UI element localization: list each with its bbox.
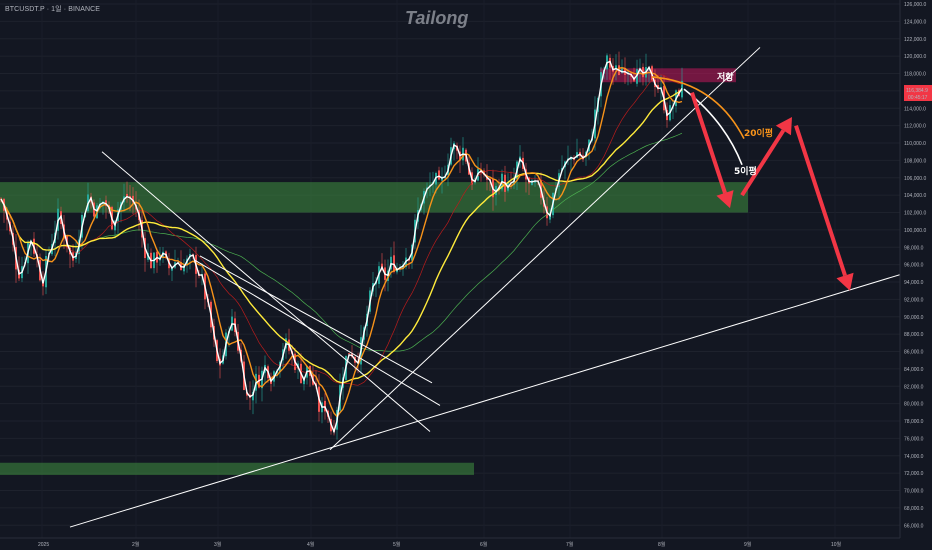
candle-body bbox=[348, 353, 350, 355]
arrow-down-2-shaft bbox=[794, 125, 847, 277]
candles bbox=[0, 51, 683, 440]
y-tick-label: 126,000.0 bbox=[904, 2, 926, 8]
y-tick-label: 94,000.0 bbox=[904, 280, 924, 286]
y-tick-label: 104,000.0 bbox=[904, 193, 926, 199]
candle-body bbox=[672, 107, 674, 109]
y-tick-label: 72,000.0 bbox=[904, 471, 924, 477]
y-tick-label: 90,000.0 bbox=[904, 315, 924, 321]
candle-body bbox=[132, 195, 134, 203]
y-tick-label: 86,000.0 bbox=[904, 350, 924, 356]
y-tick-label: 78,000.0 bbox=[904, 419, 924, 425]
y-tick-label: 76,000.0 bbox=[904, 436, 924, 442]
x-tick-label: 4월 bbox=[307, 541, 315, 548]
candle-timer: 00:45:17 bbox=[908, 95, 928, 101]
price-axis[interactable]: 66,000.0 68,000.0 70,000.0 72,000.0 74,000.0… bbox=[899, 0, 932, 538]
x-tick-label: 7월 bbox=[566, 541, 574, 548]
last-price: 116,384.9 bbox=[906, 88, 928, 94]
candle-body bbox=[636, 69, 638, 84]
y-tick-label: 92,000.0 bbox=[904, 297, 924, 303]
trendline-descending-c bbox=[199, 255, 433, 384]
ma20-line bbox=[0, 66, 683, 418]
trendline-ascending-long bbox=[69, 271, 911, 528]
ma20-projection bbox=[651, 76, 745, 140]
y-tick-label: 98,000.0 bbox=[904, 245, 924, 251]
x-tick-label: 6월 bbox=[480, 541, 488, 548]
price-zones bbox=[0, 68, 748, 475]
x-tick-label: 3월 bbox=[214, 541, 222, 548]
arrow-down-1-shaft bbox=[690, 91, 727, 194]
x-tick-label: 9월 bbox=[744, 541, 752, 548]
resistance-label: 저항 bbox=[717, 71, 734, 83]
last-price-badge: 116,384.9 00:45:17 bbox=[904, 85, 932, 101]
annotations: 저항 20이평 5이평 bbox=[717, 71, 773, 177]
candle-body bbox=[513, 179, 515, 185]
y-tick-label: 80,000.0 bbox=[904, 402, 924, 408]
y-tick-label: 68,000.0 bbox=[904, 506, 924, 512]
candle-body bbox=[393, 255, 395, 272]
arrow-down-2-head bbox=[836, 272, 854, 291]
symbol-label: BTCUSDT.P · 1일 · BINANCE bbox=[5, 6, 101, 13]
candle-body bbox=[402, 264, 404, 270]
ma100-line bbox=[0, 89, 683, 384]
arrow-down-1-head bbox=[716, 190, 734, 209]
trendlines bbox=[69, 47, 911, 528]
support-zone bbox=[0, 462, 474, 475]
y-tick-label: 74,000.0 bbox=[904, 454, 924, 460]
candle-body bbox=[621, 68, 623, 73]
y-tick-label: 96,000.0 bbox=[904, 263, 924, 269]
ma20-label: 20이평 bbox=[744, 127, 773, 139]
y-tick-label: 100,000.0 bbox=[904, 228, 926, 234]
y-tick-label: 120,000.0 bbox=[904, 54, 926, 60]
x-tick-label: 8월 bbox=[658, 541, 666, 548]
y-tick-label: 108,000.0 bbox=[904, 158, 926, 164]
candle-body bbox=[576, 152, 578, 158]
x-tick-label: 2025 bbox=[38, 542, 49, 548]
y-tick-label: 82,000.0 bbox=[904, 384, 924, 390]
ma5-label: 5이평 bbox=[734, 165, 757, 177]
y-tick-label: 124,000.0 bbox=[904, 19, 926, 25]
y-tick-label: 70,000.0 bbox=[904, 489, 924, 495]
y-tick-label: 114,000.0 bbox=[904, 106, 926, 112]
ma200-line bbox=[99, 132, 683, 352]
x-tick-label: 10월 bbox=[831, 541, 842, 548]
chart-grid bbox=[0, 3, 900, 526]
candle-body bbox=[534, 181, 536, 183]
y-tick-label: 110,000.0 bbox=[904, 141, 926, 147]
x-tick-label: 2월 bbox=[132, 541, 140, 548]
projection-arrows bbox=[651, 76, 854, 291]
y-tick-label: 66,000.0 bbox=[904, 523, 924, 529]
trendline-descending-b bbox=[194, 259, 441, 406]
candle-body bbox=[438, 170, 440, 180]
candle-body bbox=[531, 180, 533, 186]
y-tick-label: 118,000.0 bbox=[904, 72, 926, 78]
candle-body bbox=[189, 254, 191, 257]
candle-body bbox=[126, 193, 128, 198]
y-tick-label: 122,000.0 bbox=[904, 37, 926, 43]
time-axis[interactable]: 2025 2월 3월 4월 5월 6월 7월 8월 9월 10월 bbox=[0, 537, 932, 550]
candle-body bbox=[252, 391, 254, 401]
candle-body bbox=[42, 280, 44, 287]
moving-averages bbox=[0, 60, 683, 434]
y-tick-label: 112,000.0 bbox=[904, 124, 926, 130]
arrow-up-shaft bbox=[740, 129, 786, 197]
y-tick-label: 106,000.0 bbox=[904, 176, 926, 182]
x-tick-label: 5월 bbox=[393, 541, 401, 548]
arrow-up-head bbox=[775, 116, 792, 136]
candle-body bbox=[171, 267, 173, 271]
y-tick-label: 84,000.0 bbox=[904, 367, 924, 373]
y-tick-label: 102,000.0 bbox=[904, 211, 926, 217]
y-tick-label: 88,000.0 bbox=[904, 332, 924, 338]
watermark: Tailong bbox=[405, 8, 469, 28]
candle-body bbox=[615, 65, 617, 70]
ma5-line bbox=[0, 60, 683, 434]
candle-body bbox=[324, 400, 326, 412]
candle-body bbox=[627, 72, 629, 74]
